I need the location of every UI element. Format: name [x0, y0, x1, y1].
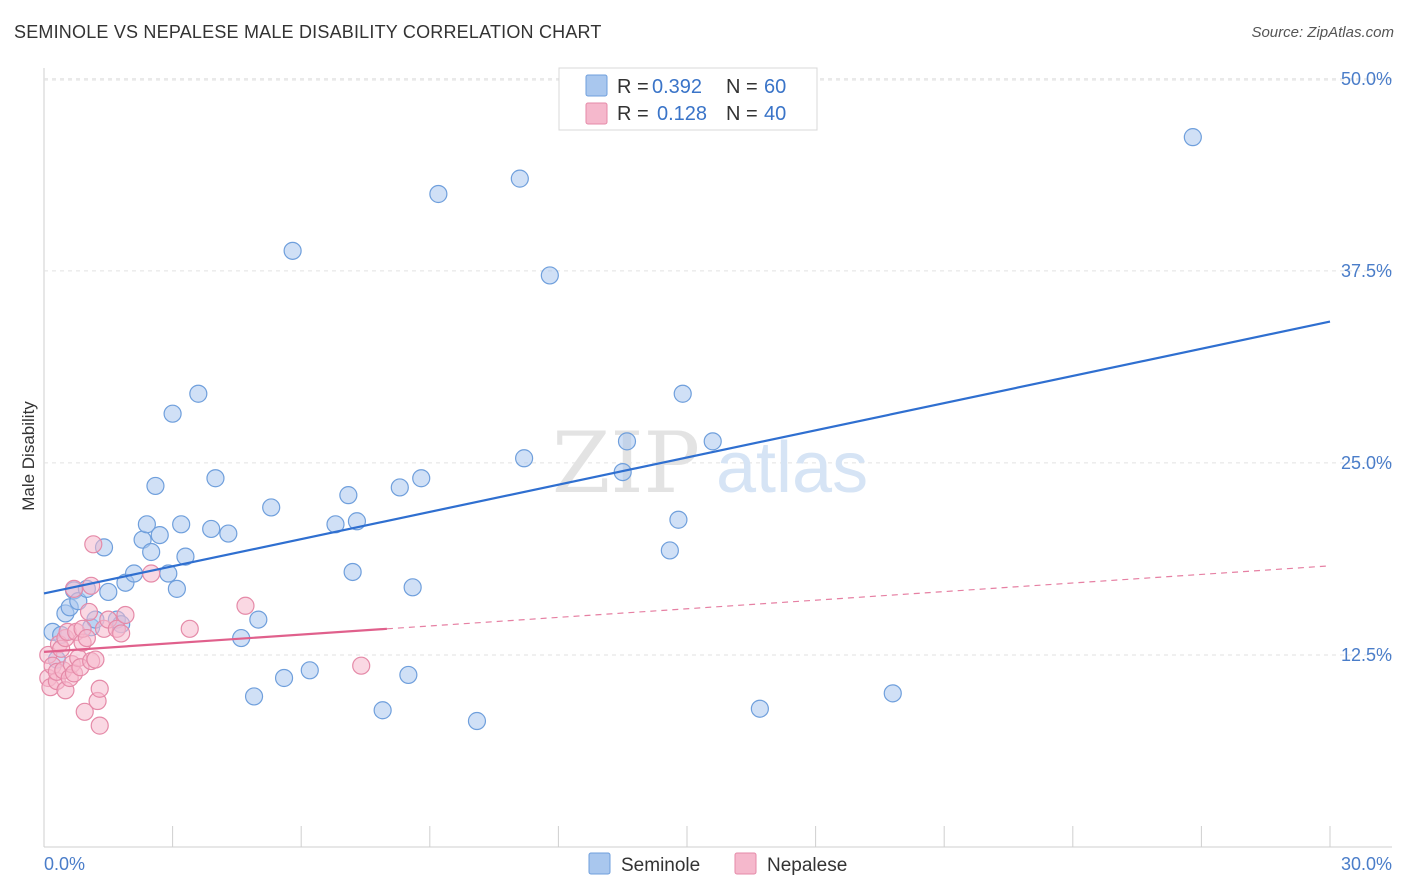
- seminole-point: [515, 449, 534, 468]
- legend-r-value-2: 0.128: [657, 103, 707, 125]
- seminole-point: [339, 486, 358, 505]
- seminole-point: [219, 524, 238, 543]
- seminole-point: [403, 578, 422, 597]
- nepalese-point: [79, 602, 99, 622]
- seminole-point: [673, 384, 692, 403]
- legend: R = 0.392 N = 60 R = 0.128 N = 40: [558, 67, 818, 131]
- nepalese-point: [86, 650, 105, 669]
- nepalese-point: [142, 564, 161, 583]
- x-tick-marks: [43, 826, 1331, 847]
- chart-source: Source: ZipAtlas.com: [1251, 24, 1394, 41]
- gridlines: [44, 78, 1392, 656]
- chart-title: SEMINOLE VS NEPALESE MALE DISABILITY COR…: [14, 22, 602, 42]
- y-tick-labels: 12.5% 25.0% 37.5% 50.0%: [1341, 69, 1392, 665]
- seminole-point: [283, 241, 302, 260]
- legend-n-label-1: N =: [726, 76, 758, 98]
- seminole-point: [202, 519, 221, 539]
- seminole-point: [540, 266, 559, 285]
- x-tick-label-min: 0.0%: [44, 854, 85, 874]
- nepalese-point: [112, 624, 131, 643]
- seminole-point: [262, 498, 281, 517]
- seminole-trend-line: [43, 320, 1331, 595]
- nepalese-trend-line-solid: [43, 627, 388, 653]
- seminole-point: [163, 404, 182, 423]
- seminole-point: [244, 687, 264, 706]
- seminole-point: [703, 432, 722, 451]
- seminole-point: [467, 711, 487, 731]
- seminole-point: [429, 184, 448, 204]
- seminole-point: [146, 476, 165, 496]
- watermark-zip: ZIP: [552, 414, 700, 512]
- legend-r-label-2: R =: [617, 103, 649, 125]
- data-points: [39, 128, 1202, 735]
- legend-r-value-1: 0.392: [652, 76, 702, 98]
- seminole-point: [206, 469, 225, 488]
- seminole-point: [167, 579, 186, 598]
- legend-r-label-1: R =: [617, 76, 649, 98]
- x-tick-label-max: 30.0%: [1341, 854, 1392, 874]
- seminole-point: [99, 582, 118, 602]
- watermark-atlas: atlas: [716, 428, 868, 508]
- y-tick-label: 25.0%: [1341, 453, 1392, 473]
- seminole-point: [189, 384, 208, 403]
- y-axis-title: Male Disability: [19, 401, 38, 511]
- bottom-legend-swatch-seminole: [588, 852, 611, 875]
- seminole-point: [412, 469, 431, 488]
- seminole-point: [300, 661, 319, 680]
- seminole-point: [883, 684, 902, 703]
- seminole-point: [176, 547, 195, 566]
- nepalese-point: [352, 656, 371, 675]
- legend-n-value-2: 40: [764, 103, 786, 125]
- bottom-legend-label-seminole: Seminole: [621, 855, 700, 876]
- nepalese-point: [75, 702, 94, 721]
- seminole-point: [137, 515, 156, 534]
- seminole-point: [669, 510, 688, 529]
- legend-swatch-seminole: [585, 74, 608, 97]
- nepalese-point: [116, 605, 135, 625]
- seminole-point: [274, 668, 294, 688]
- seminole-point: [399, 665, 418, 685]
- seminole-point: [373, 701, 392, 720]
- legend-n-label-2: N =: [726, 103, 758, 125]
- seminole-point: [660, 541, 679, 560]
- bottom-legend-swatch-nepalese: [734, 852, 757, 875]
- bottom-legend-label-nepalese: Nepalese: [767, 855, 847, 876]
- nepalese-point: [90, 716, 109, 735]
- nepalese-trend-line-dashed: [386, 565, 1331, 630]
- nepalese-point: [77, 628, 96, 648]
- seminole-point: [172, 515, 191, 534]
- seminole-point: [750, 699, 769, 718]
- seminole-point: [343, 562, 362, 582]
- seminole-point: [249, 610, 268, 629]
- seminole-point: [1183, 128, 1202, 147]
- seminole-point: [150, 525, 169, 545]
- nepalese-point: [180, 619, 199, 638]
- bottom-legend: Seminole Nepalese: [588, 852, 847, 876]
- nepalese-point: [90, 679, 109, 698]
- seminole-point: [390, 478, 409, 497]
- y-tick-label: 12.5%: [1341, 645, 1392, 665]
- seminole-point: [617, 432, 637, 451]
- legend-n-value-1: 60: [764, 76, 786, 98]
- seminole-point: [510, 169, 529, 188]
- trend-lines: [43, 320, 1331, 653]
- nepalese-point: [236, 596, 255, 615]
- y-tick-label: 37.5%: [1341, 261, 1392, 281]
- legend-swatch-nepalese: [585, 102, 608, 125]
- y-tick-label: 50.0%: [1341, 69, 1392, 89]
- nepalese-point: [84, 535, 103, 554]
- seminole-point: [142, 542, 161, 562]
